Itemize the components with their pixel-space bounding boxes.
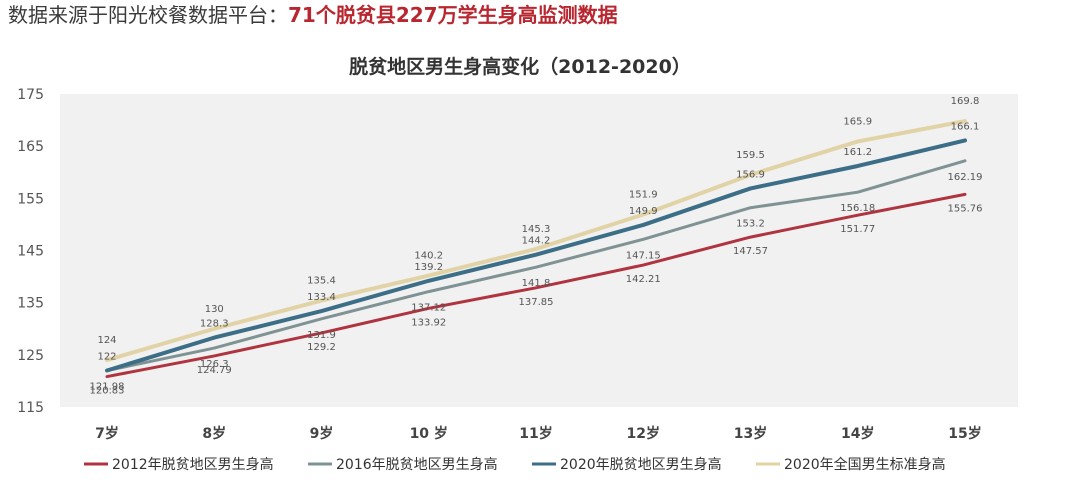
y-tick-label: 165 <box>17 139 44 155</box>
data-label: 121.98 <box>90 382 125 393</box>
data-label: 140.2 <box>414 251 443 262</box>
x-tick-label: 10 岁 <box>410 425 448 442</box>
legend-label: 2016年脱贫地区男生身高 <box>336 456 498 473</box>
legend: 2012年脱贫地区男生身高 2016年脱贫地区男生身高 2020年脱贫地区男生身高 2… <box>84 456 946 473</box>
data-label: 151.9 <box>629 190 658 201</box>
series-line <box>105 119 967 363</box>
y-tick-label: 125 <box>17 348 44 364</box>
data-label: 159.5 <box>736 150 765 161</box>
legend-label: 2020年全国男生标准身高 <box>784 456 946 473</box>
data-label: 156.18 <box>840 203 875 214</box>
y-tick-label: 135 <box>17 296 44 312</box>
legend-label: 2020年脱贫地区男生身高 <box>560 456 722 473</box>
data-label: 155.76 <box>948 203 983 214</box>
data-label: 147.57 <box>733 246 768 257</box>
data-label: 133.92 <box>411 317 446 328</box>
data-label: 133.4 <box>307 292 336 303</box>
data-label: 124 <box>97 335 116 346</box>
series-line <box>105 138 967 373</box>
data-label: 137.85 <box>519 297 554 308</box>
y-tick-label: 115 <box>17 400 44 416</box>
data-label: 128.3 <box>200 319 229 330</box>
data-label: 165.9 <box>843 116 872 127</box>
y-tick-label: 155 <box>17 191 44 207</box>
data-label: 124.79 <box>197 365 232 376</box>
data-label: 141.8 <box>522 278 551 289</box>
data-label: 156.9 <box>736 169 765 180</box>
data-label: 130 <box>205 304 224 315</box>
source-highlight: 71个脱贫县227万学生身高监测数据 <box>288 3 618 27</box>
data-label: 142.21 <box>626 274 661 285</box>
y-axis: 115 125 135 145 155 165 175 <box>17 87 44 416</box>
series-line <box>105 159 967 373</box>
data-label: 137.12 <box>411 303 446 314</box>
x-tick-label: 15岁 <box>948 425 981 442</box>
data-label: 122 <box>97 351 116 362</box>
data-label: 139.2 <box>414 262 443 273</box>
y-tick-label: 145 <box>17 244 44 260</box>
source-header: 数据来源于阳光校餐数据平台：71个脱贫县227万学生身高监测数据 <box>8 0 618 30</box>
data-label: 169.8 <box>951 96 980 107</box>
x-tick-label: 11岁 <box>519 425 552 442</box>
legend-label: 2012年脱贫地区男生身高 <box>112 456 274 473</box>
data-label: 149.9 <box>629 206 658 217</box>
header-colon: ： <box>268 3 288 27</box>
data-labels: 120.83 124.79 129.2 133.92 137.85 142.21 147.5… <box>90 96 983 396</box>
chart-title: 脱贫地区男生身高变化（2012-2020） <box>349 55 691 78</box>
data-label: 153.2 <box>736 219 765 230</box>
data-label: 145.3 <box>522 224 551 235</box>
x-tick-label: 12岁 <box>627 425 660 442</box>
data-label: 135.4 <box>307 276 336 287</box>
series-lines <box>105 119 967 379</box>
y-tick-label: 175 <box>17 87 44 103</box>
data-label: 131.9 <box>307 330 336 341</box>
x-tick-label: 8岁 <box>202 425 226 442</box>
x-tick-label: 13岁 <box>734 425 767 442</box>
data-label: 147.15 <box>626 250 661 261</box>
data-label: 120.83 <box>90 386 125 397</box>
data-label: 166.1 <box>951 121 980 132</box>
series-line <box>105 192 967 379</box>
data-label: 161.2 <box>843 147 872 158</box>
data-label: 151.77 <box>840 224 875 235</box>
data-label: 129.2 <box>307 342 336 353</box>
data-label: 126.3 <box>200 359 229 370</box>
x-tick-label: 9岁 <box>310 425 334 442</box>
x-tick-label: 7岁 <box>95 425 119 442</box>
data-label: 162.19 <box>948 172 983 183</box>
x-tick-label: 14岁 <box>841 425 874 442</box>
source-text: 数据来源于阳光校餐数据平台 <box>8 3 268 27</box>
data-label: 144.2 <box>522 236 551 247</box>
x-axis: 7岁 8岁 9岁 10 岁 11岁 12岁 13岁 14岁 15岁 <box>95 425 982 442</box>
